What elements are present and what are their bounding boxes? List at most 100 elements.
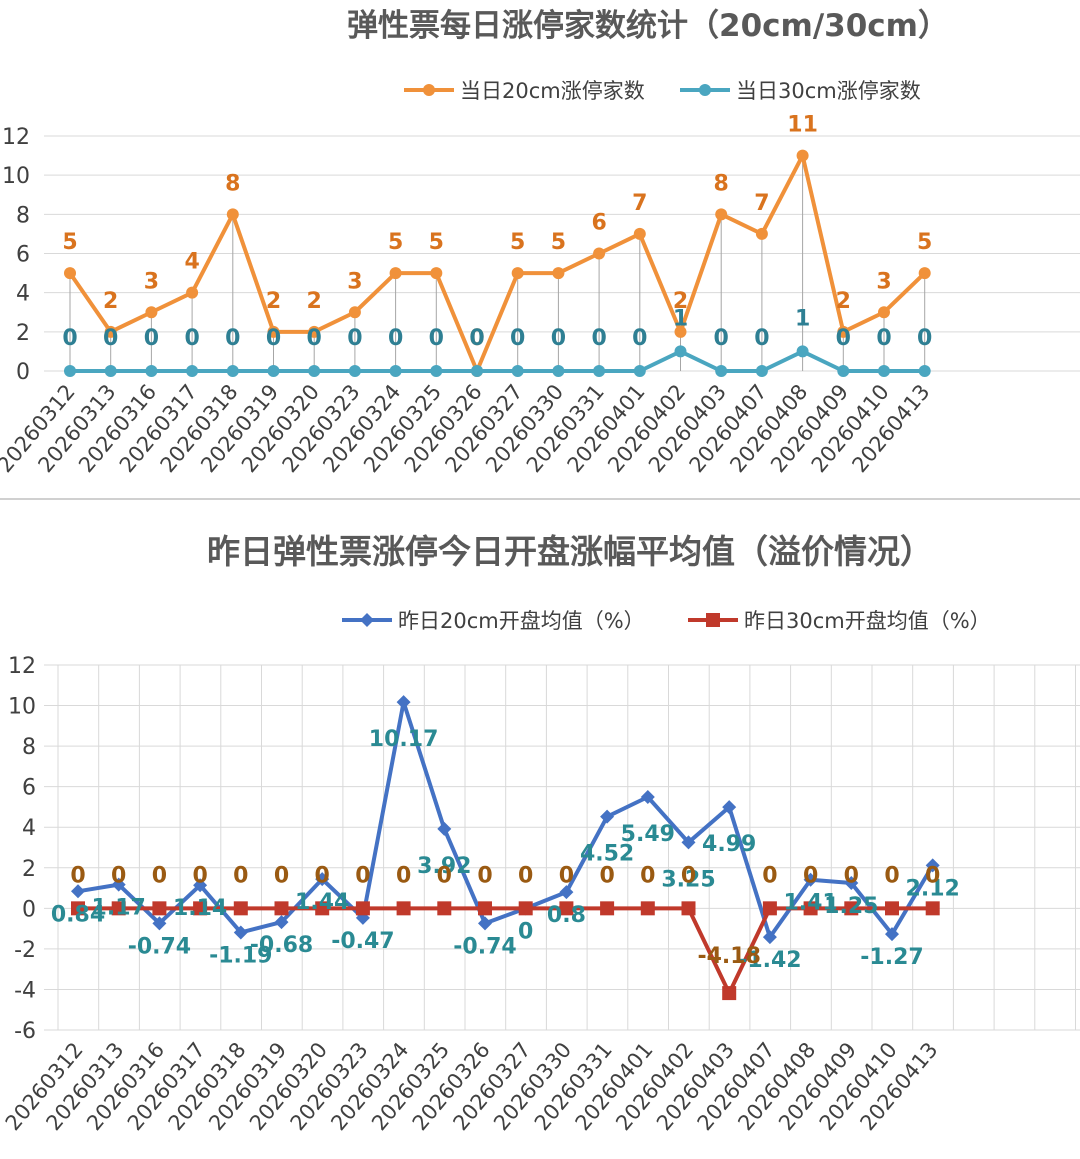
data-label: 2 <box>103 289 118 314</box>
legend-marker <box>706 613 720 627</box>
legend-item: 昨日20cm开盘均值（%） <box>342 609 645 633</box>
legend-item: 当日30cm涨停家数 <box>680 79 921 103</box>
data-point <box>186 286 199 299</box>
y-tick-label: 6 <box>16 243 30 268</box>
y-tick-label: 12 <box>2 125 30 150</box>
data-label: 3 <box>876 269 891 294</box>
data-label: 5 <box>510 230 525 255</box>
data-label: 0 <box>803 863 818 888</box>
data-label: 8 <box>225 171 240 196</box>
data-label: 0 <box>884 863 899 888</box>
data-label: 5 <box>551 230 566 255</box>
data-label: 0 <box>632 326 647 351</box>
data-label: 1 <box>795 306 810 331</box>
data-point <box>145 365 158 377</box>
data-point <box>878 306 890 319</box>
data-label: 0 <box>388 326 403 351</box>
data-point <box>755 365 768 377</box>
data-label: 0 <box>754 326 769 351</box>
data-point <box>111 901 126 916</box>
data-point <box>918 365 931 377</box>
legend-marker <box>699 84 711 96</box>
chart-divider <box>0 498 1080 500</box>
data-point <box>640 790 655 805</box>
data-label: 2 <box>836 289 851 314</box>
data-point <box>918 267 931 280</box>
data-label: 3 <box>144 269 159 294</box>
data-label: 3 <box>347 269 362 294</box>
y-tick-label: 2 <box>22 857 36 882</box>
data-point <box>308 325 321 338</box>
data-label: 0 <box>876 326 891 351</box>
data-label: -0.74 <box>128 934 191 959</box>
series-line <box>78 906 933 996</box>
data-point <box>226 365 239 377</box>
y-tick-label: 4 <box>16 282 30 307</box>
data-label: 0 <box>469 326 484 351</box>
data-label: 0 <box>551 326 566 351</box>
data-point <box>396 695 411 710</box>
data-point <box>674 345 687 358</box>
data-label: 7 <box>754 191 769 216</box>
y-tick-label: 10 <box>8 695 36 720</box>
data-label: 0 <box>437 863 452 888</box>
data-point <box>152 901 167 916</box>
data-point <box>593 247 606 260</box>
data-point <box>478 901 492 916</box>
data-point <box>593 365 606 377</box>
data-point <box>885 901 899 916</box>
data-label: 8 <box>714 171 729 196</box>
y-tick-label: 6 <box>22 776 36 801</box>
data-point <box>803 872 818 887</box>
data-point <box>267 325 280 338</box>
data-label: -1.19 <box>209 943 272 968</box>
legend-item: 当日20cm涨停家数 <box>404 79 645 103</box>
data-label: 1.14 <box>173 896 227 921</box>
data-label: 0 <box>714 326 729 351</box>
data-label: 3.25 <box>661 867 715 892</box>
data-label: 0 <box>233 863 248 888</box>
y-tick-label: 0 <box>22 897 36 922</box>
data-point <box>430 365 443 377</box>
data-label: 7 <box>632 191 647 216</box>
data-label: 1.17 <box>92 896 146 921</box>
data-point <box>111 877 126 892</box>
data-point <box>274 915 289 930</box>
data-label: 0 <box>762 863 777 888</box>
data-label: 1 <box>673 306 688 331</box>
data-point <box>552 365 565 377</box>
data-label: -1.42 <box>738 948 801 973</box>
data-label: -0.74 <box>453 934 516 959</box>
y-tick-label: 12 <box>8 654 36 679</box>
data-label: 0 <box>559 863 574 888</box>
data-point <box>844 875 859 890</box>
data-point <box>796 149 809 162</box>
data-label: -4.18 <box>697 944 760 969</box>
data-label: 0 <box>396 863 411 888</box>
data-point <box>389 267 402 280</box>
data-point <box>715 365 728 377</box>
data-point <box>762 930 777 945</box>
data-point <box>837 365 850 377</box>
data-label: 0 <box>429 326 444 351</box>
data-label: 0 <box>518 863 533 888</box>
data-label: 3.92 <box>417 854 471 879</box>
data-label: 0 <box>70 863 85 888</box>
data-point <box>511 267 524 280</box>
data-point <box>193 878 208 893</box>
data-label: 6 <box>591 211 606 236</box>
data-point <box>348 365 361 377</box>
data-point <box>600 809 615 824</box>
legend-label: 昨日20cm开盘均值（%） <box>398 609 645 633</box>
legend-marker <box>360 613 374 627</box>
data-point <box>715 208 728 221</box>
data-label: 0 <box>591 326 606 351</box>
data-label: 0.84 <box>51 902 105 927</box>
data-label: 0 <box>103 326 118 351</box>
data-label: 5.49 <box>621 822 675 847</box>
series <box>64 345 931 377</box>
data-point <box>681 901 696 916</box>
data-label: 1.41 <box>783 891 837 916</box>
data-label: 0 <box>111 863 126 888</box>
data-label: 0 <box>477 863 492 888</box>
